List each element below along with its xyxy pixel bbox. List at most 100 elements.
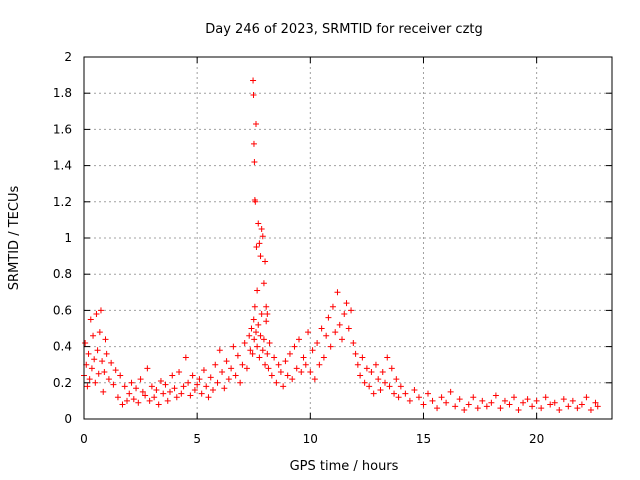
data-point xyxy=(275,361,282,368)
data-point xyxy=(250,77,257,84)
data-point xyxy=(155,401,162,408)
data-point xyxy=(560,396,567,403)
data-point xyxy=(254,287,261,294)
data-point xyxy=(85,350,92,357)
data-point xyxy=(470,394,477,401)
x-tick-label: 20 xyxy=(529,432,544,446)
data-point xyxy=(219,368,226,375)
data-point xyxy=(329,303,336,310)
data-point xyxy=(370,390,377,397)
data-point xyxy=(162,381,169,388)
data-point xyxy=(176,368,183,375)
data-point xyxy=(311,376,318,383)
x-tick-label: 0 xyxy=(80,432,88,446)
data-point xyxy=(293,365,300,372)
data-point xyxy=(551,399,558,406)
data-point xyxy=(94,347,101,354)
data-point xyxy=(357,372,364,379)
data-point xyxy=(100,388,107,395)
data-point xyxy=(341,311,348,318)
data-point xyxy=(583,394,590,401)
data-point xyxy=(284,372,291,379)
data-point xyxy=(137,376,144,383)
data-point xyxy=(368,368,375,375)
data-point xyxy=(361,379,368,386)
data-point xyxy=(214,379,221,386)
data-point xyxy=(520,399,527,406)
data-point xyxy=(415,394,422,401)
data-point xyxy=(253,120,260,127)
data-point xyxy=(87,316,94,323)
data-point xyxy=(327,343,334,350)
data-point xyxy=(257,253,264,260)
data-point xyxy=(268,372,275,379)
data-point xyxy=(253,329,260,336)
data-point xyxy=(178,390,185,397)
x-axis-title: GPS time / hours xyxy=(290,459,399,474)
data-point xyxy=(334,289,341,296)
data-point xyxy=(452,403,459,410)
x-tick-label: 10 xyxy=(303,432,318,446)
data-point xyxy=(574,405,581,412)
data-point xyxy=(397,383,404,390)
data-point xyxy=(139,388,146,395)
data-point xyxy=(305,329,312,336)
data-point xyxy=(264,311,271,318)
data-point xyxy=(160,390,167,397)
data-point xyxy=(259,233,266,240)
data-point xyxy=(420,401,427,408)
data-point xyxy=(101,368,108,375)
data-point xyxy=(345,325,352,332)
data-point xyxy=(234,352,241,359)
data-point xyxy=(529,403,536,410)
data-point xyxy=(108,359,115,366)
data-point xyxy=(103,350,110,357)
data-point xyxy=(302,361,309,368)
data-point xyxy=(99,358,106,365)
y-tick-label: 0.2 xyxy=(53,376,72,390)
data-point xyxy=(249,350,256,357)
data-point xyxy=(205,394,212,401)
data-point xyxy=(151,394,158,401)
data-point xyxy=(314,339,321,346)
data-point xyxy=(479,397,486,404)
data-point xyxy=(300,354,307,361)
data-point xyxy=(511,394,518,401)
data-point xyxy=(411,387,418,394)
data-point xyxy=(533,397,540,404)
data-point xyxy=(578,401,585,408)
data-point xyxy=(191,387,198,394)
data-point xyxy=(90,332,97,339)
data-point xyxy=(251,303,258,310)
y-tick-label: 0.4 xyxy=(53,340,72,354)
data-point xyxy=(262,361,269,368)
data-point xyxy=(325,314,332,321)
data-point xyxy=(456,396,463,403)
data-point xyxy=(216,347,223,354)
data-point xyxy=(258,225,265,232)
data-point xyxy=(443,399,450,406)
data-point xyxy=(263,303,270,310)
data-point xyxy=(425,390,432,397)
data-point xyxy=(207,374,214,381)
data-point xyxy=(402,390,409,397)
data-point xyxy=(265,365,272,372)
data-point xyxy=(438,394,445,401)
tick-layer: 00.20.40.60.811.21.41.61.820 5 10 15 20 xyxy=(53,50,612,446)
data-point xyxy=(259,347,266,354)
data-point xyxy=(173,394,180,401)
data-point xyxy=(167,388,174,395)
y-tick-label: 1.8 xyxy=(53,86,72,100)
data-point xyxy=(257,332,264,339)
data-point xyxy=(323,332,330,339)
data-point xyxy=(542,394,549,401)
data-point xyxy=(260,280,267,287)
y-tick-label: 1.4 xyxy=(53,159,72,173)
data-point xyxy=(336,321,343,328)
data-point xyxy=(212,361,219,368)
data-point xyxy=(506,401,513,408)
y-tick-label: 2 xyxy=(64,50,72,64)
data-point xyxy=(187,392,194,399)
y-tick-label: 1 xyxy=(64,231,72,245)
data-point xyxy=(144,365,151,372)
